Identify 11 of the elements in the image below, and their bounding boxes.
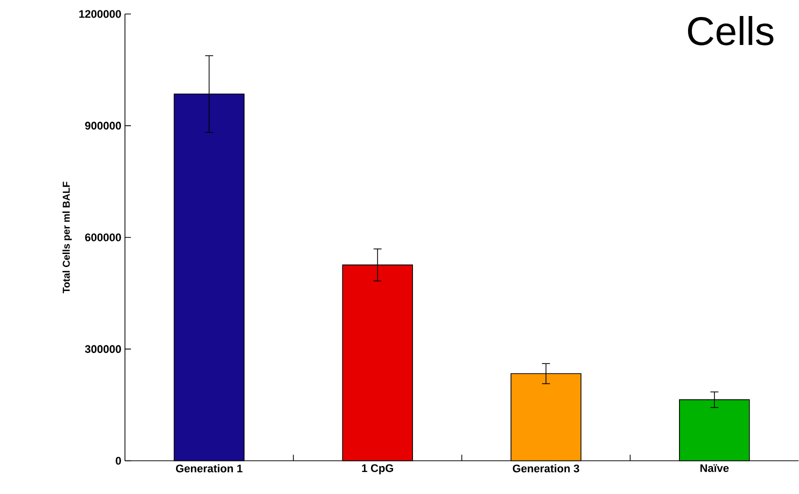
x-tick-label: Naïve <box>700 464 729 472</box>
y-tick-label: 600000 <box>85 234 121 242</box>
x-tick-label: Generation 3 <box>512 464 580 472</box>
y-axis-title: Total Cells per ml BALF <box>62 182 72 294</box>
y-tick-label: 300000 <box>84 345 121 354</box>
x-tick-label: 1 CpG <box>362 464 394 474</box>
y-tick-label: 1200000 <box>79 10 121 18</box>
x-tick-label: Generation 1 <box>176 464 242 472</box>
chart-title: Cells <box>688 16 774 46</box>
y-tick-label: 0 <box>116 456 121 465</box>
y-tick-label: 900000 <box>85 122 121 130</box>
